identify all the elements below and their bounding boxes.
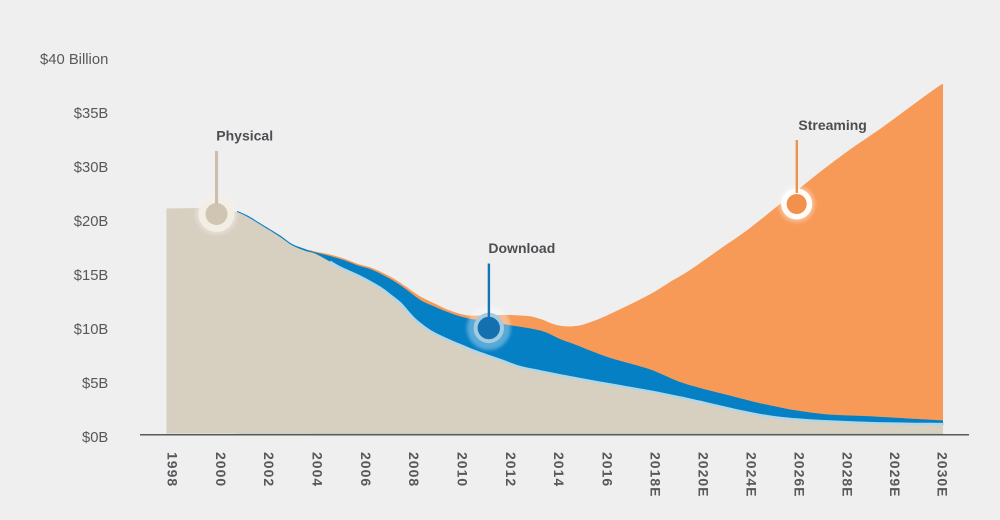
svg-text:2029E: 2029E [887,452,903,497]
svg-text:$10B: $10B [74,322,109,338]
svg-text:2010: 2010 [455,452,471,487]
svg-text:2004: 2004 [310,452,326,487]
svg-text:$30B: $30B [74,160,109,176]
svg-text:1998: 1998 [165,452,181,487]
svg-text:2026E: 2026E [792,452,808,497]
svg-text:2000: 2000 [213,452,229,487]
svg-text:$15B: $15B [74,268,109,284]
svg-text:2008: 2008 [406,452,422,487]
svg-text:2002: 2002 [261,452,277,487]
svg-text:$5B: $5B [82,376,108,392]
svg-text:$0B: $0B [82,430,108,446]
svg-text:2006: 2006 [358,452,374,487]
svg-text:2016: 2016 [600,452,616,487]
svg-text:Download: Download [488,240,555,256]
svg-text:$20B: $20B [74,214,109,230]
svg-text:2020E: 2020E [696,452,712,497]
svg-text:$35B: $35B [74,106,109,122]
svg-text:2028E: 2028E [840,452,856,497]
svg-text:$40 Billion: $40 Billion [40,52,108,68]
svg-text:2018E: 2018E [648,452,664,497]
svg-text:2014: 2014 [551,452,567,487]
svg-text:Streaming: Streaming [798,117,866,133]
svg-text:2030E: 2030E [935,452,951,497]
svg-text:Physical: Physical [216,128,273,144]
svg-text:2024E: 2024E [744,452,760,497]
svg-text:2012: 2012 [503,452,519,487]
